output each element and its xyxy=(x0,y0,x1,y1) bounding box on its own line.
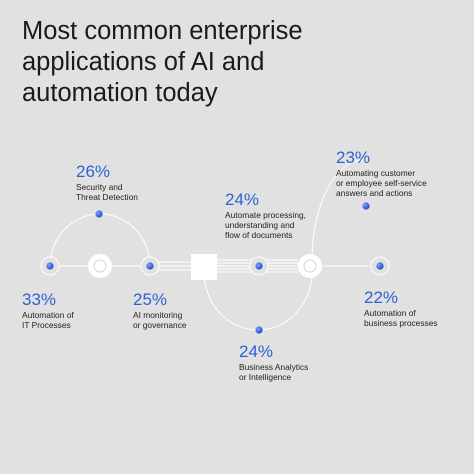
stat-business-processes: 22% Automation of business processes xyxy=(364,288,438,328)
stat-business-analytics: 24% Business Analytics or Intelligence xyxy=(239,342,308,382)
hub-ring-left xyxy=(88,254,112,278)
title-line-3: automation today xyxy=(22,79,218,107)
stat-description: Business Analytics or Intelligence xyxy=(239,362,309,382)
dot-documents xyxy=(255,262,263,270)
dot-security xyxy=(95,210,103,218)
stat-it-processes: 33% Automation of IT Processes xyxy=(22,290,74,330)
stat-value: 25% xyxy=(133,290,168,309)
page-title: Most common enterprise applications of A… xyxy=(22,16,442,109)
dot-self-service xyxy=(362,202,370,210)
stat-value: 24% xyxy=(225,190,260,209)
stat-documents: 24% Automate processing, understanding a… xyxy=(225,190,306,240)
hub-ring-right xyxy=(298,254,322,278)
data-dots xyxy=(40,202,390,334)
dot-it-processes xyxy=(46,262,54,270)
stat-value: 22% xyxy=(364,288,399,307)
title-line-1: Most common enterprise xyxy=(22,17,303,45)
dot-business-processes xyxy=(376,262,384,270)
stat-self-service: 23% Automating customer or employee self… xyxy=(336,148,427,198)
stat-description: Automation of business processes xyxy=(364,308,438,328)
stat-description: Automate processing, understanding and f… xyxy=(225,210,307,240)
title-line-2: applications of AI and xyxy=(22,48,265,76)
stat-value: 23% xyxy=(336,148,371,167)
hub-square xyxy=(191,254,217,280)
stat-value: 26% xyxy=(76,162,111,181)
stat-security: 26% Security and Threat Detection xyxy=(76,162,138,202)
stat-description: AI monitoring or governance xyxy=(133,310,187,330)
stat-description: Automating customer or employee self-ser… xyxy=(336,168,427,198)
stat-description: Automation of IT Processes xyxy=(22,310,74,330)
stat-value: 24% xyxy=(239,342,274,361)
stat-ai-monitoring: 25% AI monitoring or governance xyxy=(133,290,187,330)
stat-value: 33% xyxy=(22,290,57,309)
dot-business-analytics xyxy=(255,326,263,334)
hub-nodes xyxy=(88,254,322,280)
dot-ai-monitoring xyxy=(146,262,154,270)
stat-description: Security and Threat Detection xyxy=(76,182,138,202)
